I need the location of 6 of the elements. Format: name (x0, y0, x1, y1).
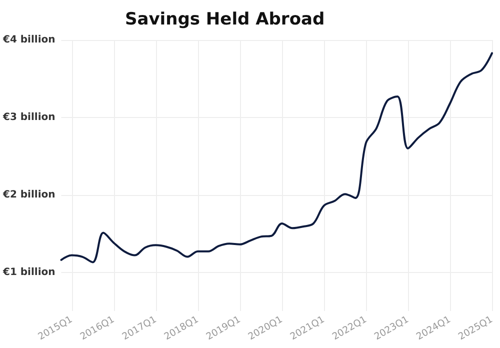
y-tick-label: €2 billion (2, 189, 56, 200)
y-tick-label: €1 billion (2, 266, 56, 278)
chart-title: Savings Held Abroad (125, 10, 325, 30)
y-tick-label: €3 billion (2, 112, 56, 123)
y-tick-label: €4 billion (2, 34, 56, 46)
line-series (60, 52, 493, 264)
